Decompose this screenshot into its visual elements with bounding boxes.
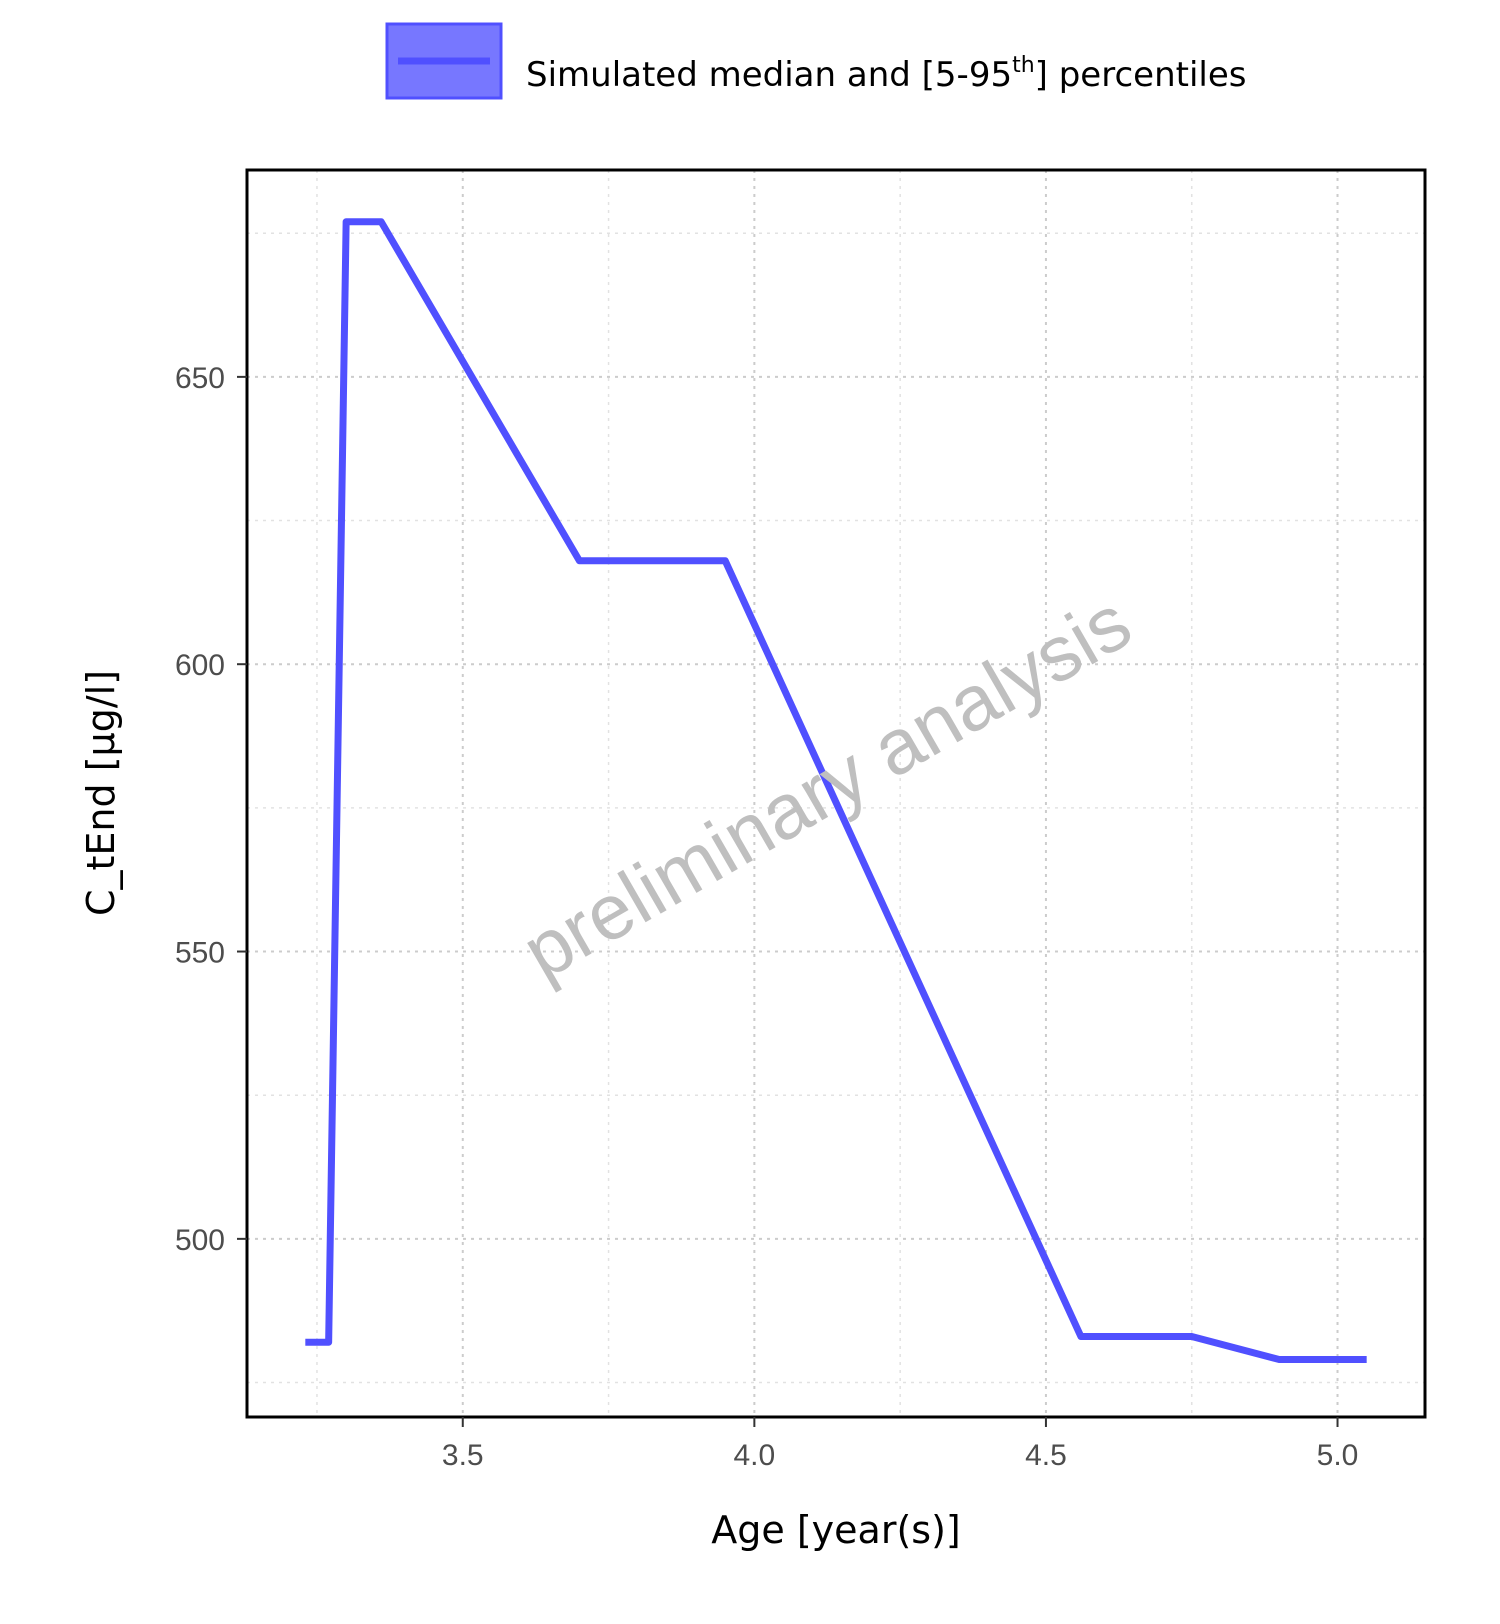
x-tick-label: 4.5: [1025, 1439, 1067, 1472]
y-axis-title: C_tEnd [µg/l]: [79, 670, 123, 916]
ticks: 3.5 4.0 4.5 5.0 500 550 600 650: [175, 362, 1358, 1472]
y-tick-label: 550: [175, 937, 225, 970]
x-axis-title: Age [year(s)]: [711, 1508, 960, 1552]
plot-panel-border: [245, 168, 1427, 1419]
x-tick-label: 3.5: [442, 1439, 484, 1472]
y-tick-label: 600: [175, 649, 225, 682]
x-tick-label: 4.0: [733, 1439, 775, 1472]
legend: Simulated median and [5-95th] percentile…: [385, 22, 1246, 100]
y-tick-label: 650: [175, 362, 225, 395]
series-line: [305, 218, 1367, 1364]
legend-label: Simulated median and [5-95th] percentile…: [526, 53, 1246, 95]
series-layer: [305, 218, 1367, 1364]
x-tick-label: 5.0: [1317, 1439, 1359, 1472]
y-tick-label: 500: [175, 1224, 225, 1257]
watermark: preliminary analysis: [508, 577, 1145, 996]
